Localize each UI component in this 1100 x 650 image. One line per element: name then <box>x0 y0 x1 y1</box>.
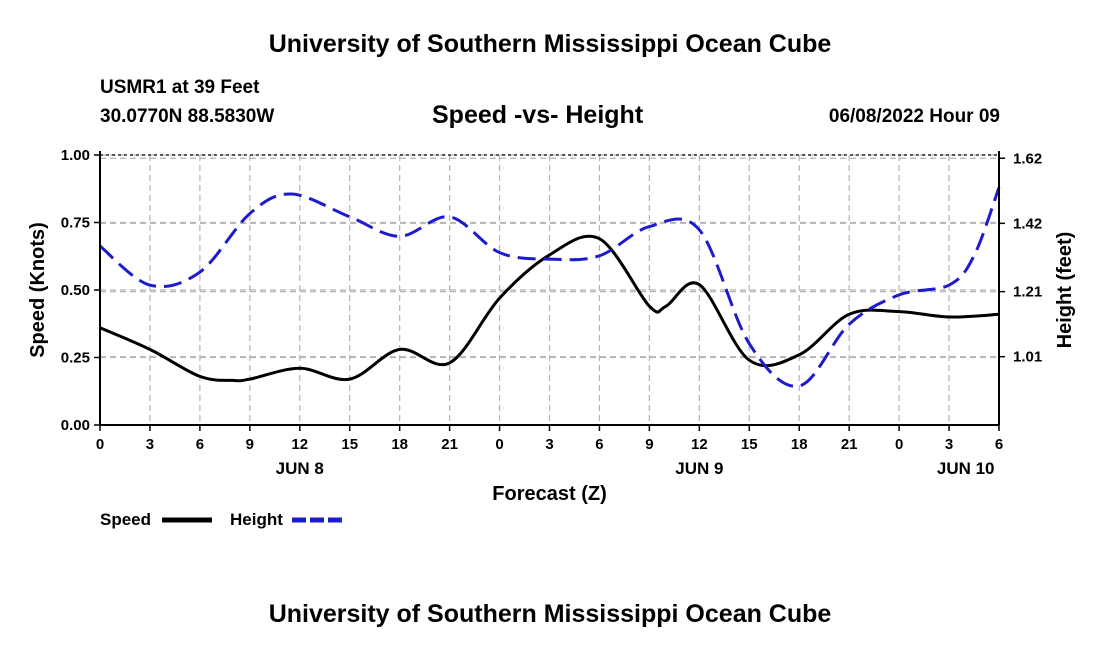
x-tick-label: 3 <box>945 436 953 453</box>
date-label: JUN 10 <box>937 459 995 478</box>
x-tick-label: 18 <box>791 436 808 453</box>
x-tick-label: 6 <box>995 436 1003 453</box>
y2-tick-label: 1.21 <box>1013 284 1042 301</box>
y-tick-label: 0.50 <box>61 282 90 299</box>
x-tick-label: 15 <box>341 436 358 453</box>
x-tick-label: 0 <box>495 436 503 453</box>
x-tick-label: 3 <box>545 436 553 453</box>
x-tick-label: 21 <box>841 436 858 453</box>
x-tick-label: 21 <box>441 436 458 453</box>
date-label: JUN 8 <box>276 459 324 478</box>
x-tick-label: 9 <box>645 436 653 453</box>
grid-layer <box>100 154 999 425</box>
legend-layer: Speed Height <box>100 510 342 529</box>
labels-layer: 0 3 6 9 12 15 18 21 0 3 6 9 12 15 18 21 0 3 6 JUN 8 JUN 9 JUN… <box>27 147 1076 505</box>
station-coordinates: 30.0770N 88.5830W <box>100 106 275 127</box>
series-layer <box>99 186 1001 388</box>
x-tick-label: 6 <box>196 436 204 453</box>
page-title-bottom: University of Southern Mississippi Ocean… <box>268 600 832 628</box>
forecast-timestamp: 06/08/2022 Hour 09 <box>828 106 1000 127</box>
y2-tick-label: 1.42 <box>1013 215 1042 232</box>
x-tick-label: 12 <box>291 436 308 453</box>
x-axis-title: Forecast (Z) <box>492 483 606 505</box>
x-tick-label: 9 <box>246 436 254 453</box>
x-tick-label: 18 <box>391 436 408 453</box>
y-tick-label: 0.00 <box>61 417 90 434</box>
y-tick-label: 0.75 <box>61 215 90 232</box>
x-tick-label: 0 <box>895 436 903 453</box>
page-title-top: University of Southern Mississippi Ocean… <box>268 30 832 58</box>
y-axis-title: Speed (Knots) <box>27 222 49 358</box>
x-tick-label: 15 <box>741 436 758 453</box>
x-tick-label: 0 <box>96 436 104 453</box>
y2-tick-label: 1.62 <box>1013 150 1042 167</box>
y2-axis-title: Height (feet) <box>1054 232 1076 349</box>
legend-label-height: Height <box>230 510 283 529</box>
legend-label-speed: Speed <box>100 510 151 529</box>
chart-title: Speed -vs- Height <box>432 101 644 129</box>
speed-series-line <box>99 234 1000 383</box>
axes-layer <box>94 151 1005 431</box>
y-tick-label: 1.00 <box>61 147 90 164</box>
date-label: JUN 9 <box>675 459 723 478</box>
x-tick-label: 12 <box>691 436 708 453</box>
y2-tick-label: 1.01 <box>1013 349 1042 366</box>
station-label: USMR1 at 39 Feet <box>100 77 260 98</box>
x-tick-label: 3 <box>146 436 154 453</box>
height-series-line <box>99 186 1001 388</box>
y-tick-label: 0.25 <box>61 350 90 367</box>
x-tick-label: 6 <box>595 436 603 453</box>
